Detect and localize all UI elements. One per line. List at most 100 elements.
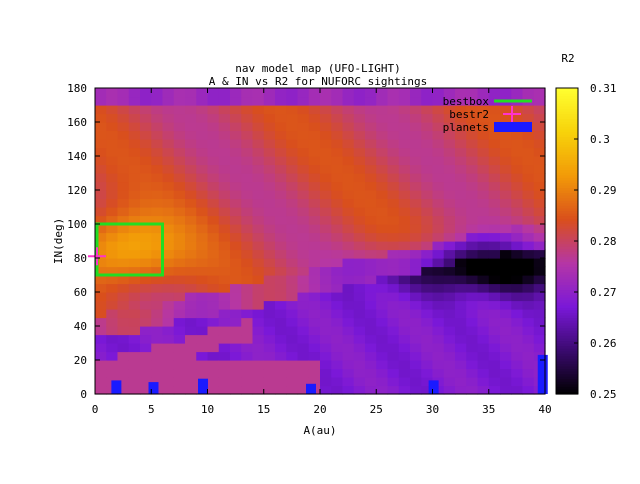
heatmap-cell	[365, 309, 377, 319]
colorbar-step	[556, 332, 578, 336]
heatmap-cell	[297, 351, 310, 361]
heatmap-cell	[488, 181, 501, 191]
x-tick-label: 0	[92, 403, 99, 416]
heatmap-cell	[398, 275, 411, 285]
heatmap-cell	[477, 198, 490, 208]
heatmap-cell	[466, 198, 479, 208]
heatmap-cell	[286, 232, 299, 242]
heatmap-cell	[365, 241, 377, 251]
heatmap-cell	[522, 130, 535, 140]
heatmap-cell	[466, 377, 479, 387]
heatmap-cell	[500, 326, 512, 336]
heatmap-cell	[410, 309, 422, 319]
colorbar-step	[556, 118, 578, 122]
heatmap-cell	[353, 215, 366, 225]
heatmap-cell	[297, 377, 310, 387]
heatmap-cell	[365, 113, 377, 123]
colorbar-step	[556, 128, 578, 132]
heatmap-cell	[162, 283, 175, 293]
heatmap-cell	[286, 105, 299, 115]
heatmap-cell	[162, 130, 175, 140]
heatmap-cell	[398, 105, 411, 115]
heatmap-cell	[443, 343, 456, 353]
heatmap-cell	[140, 96, 152, 106]
heatmap-cell	[173, 334, 186, 344]
heatmap-cell	[522, 360, 535, 370]
heatmap-cell	[106, 122, 119, 132]
heatmap-cell	[185, 343, 197, 353]
heatmap-cell	[117, 249, 130, 259]
heatmap-cell	[353, 368, 366, 378]
heatmap-cell	[286, 241, 299, 251]
heatmap-cell	[151, 207, 164, 217]
heatmap-cell	[522, 258, 535, 268]
heatmap-cell	[421, 96, 434, 106]
heatmap-cell	[443, 215, 456, 225]
heatmap-cell	[162, 105, 175, 115]
heatmap-cell	[106, 292, 119, 302]
heatmap-cell	[252, 130, 265, 140]
heatmap-cell	[230, 300, 242, 310]
heatmap-cell	[196, 190, 209, 200]
heatmap-cell	[455, 343, 467, 353]
heatmap-cell	[342, 351, 355, 361]
heatmap-cell	[173, 147, 186, 157]
heatmap-cell	[275, 113, 287, 123]
heatmap-cell	[522, 300, 535, 310]
heatmap-cell	[432, 334, 445, 344]
heatmap-cell	[466, 334, 479, 344]
colorbar-step	[556, 200, 578, 204]
y-tick-label: 20	[74, 354, 87, 367]
bestr2-marker	[88, 247, 106, 266]
heatmap-cell	[432, 275, 445, 285]
heatmap-cell	[320, 181, 332, 191]
heatmap-cell	[218, 96, 231, 106]
heatmap-cell	[140, 283, 152, 293]
colorbar-step	[556, 378, 578, 382]
heatmap-cell	[173, 173, 186, 183]
heatmap-cell	[128, 232, 141, 242]
heatmap-cell	[128, 147, 141, 157]
heatmap-cell	[218, 241, 231, 251]
heatmap-cell	[297, 241, 310, 251]
heatmap-cell	[410, 249, 422, 259]
heatmap-cell	[331, 275, 344, 285]
heatmap-cell	[185, 164, 197, 174]
heatmap-cell	[162, 190, 175, 200]
heatmap-cell	[196, 181, 209, 191]
heatmap-cell	[263, 215, 276, 225]
heatmap-cell	[365, 96, 377, 106]
heatmap-cell	[331, 317, 344, 327]
heatmap-cell	[230, 326, 242, 336]
heatmap-cell	[207, 130, 220, 140]
heatmap-cell	[488, 368, 501, 378]
heatmap-cell	[466, 309, 479, 319]
heatmap-cell	[320, 232, 332, 242]
heatmap-cell	[106, 130, 119, 140]
heatmap-cell	[218, 105, 231, 115]
heatmap-cell	[207, 360, 220, 370]
heatmap-cell	[410, 368, 422, 378]
heatmap-cell	[207, 207, 220, 217]
heatmap-cell	[128, 249, 141, 259]
heatmap-cell	[522, 275, 535, 285]
heatmap-cell	[241, 173, 254, 183]
heatmap-cell	[263, 232, 276, 242]
heatmap-cell	[241, 164, 254, 174]
heatmap-cell	[421, 198, 434, 208]
heatmap-cell	[263, 105, 276, 115]
heatmap-cell	[230, 147, 242, 157]
heatmap-cell	[263, 360, 276, 370]
heatmap-cell	[466, 224, 479, 234]
heatmap-cell	[500, 258, 512, 268]
colorbar-step	[556, 365, 578, 370]
heatmap-cell	[443, 241, 456, 251]
heatmap-cell	[466, 173, 479, 183]
legend-label: planets	[443, 121, 489, 134]
heatmap-cell	[466, 164, 479, 174]
heatmap-cell	[173, 368, 186, 378]
heatmap-cell	[376, 258, 389, 268]
heatmap-cell	[331, 224, 344, 234]
heatmap-cell	[342, 122, 355, 132]
heatmap-cell	[522, 215, 535, 225]
